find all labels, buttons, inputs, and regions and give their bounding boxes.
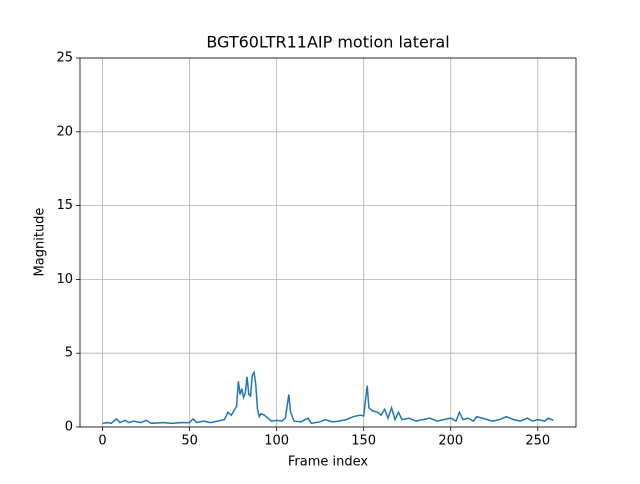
y-tick-label: 0 <box>65 420 73 435</box>
x-tick-label: 100 <box>264 434 289 449</box>
y-tick-label: 5 <box>65 346 73 361</box>
x-tick-label: 200 <box>438 434 463 449</box>
y-tick-label: 25 <box>56 51 73 66</box>
y-axis-label: Magnitude <box>33 208 48 277</box>
y-tick-label: 15 <box>56 198 73 213</box>
x-tick-label: 250 <box>525 434 550 449</box>
data-line <box>102 370 554 425</box>
y-tick-label: 10 <box>56 272 73 287</box>
x-axis-label: Frame index <box>288 455 369 470</box>
x-tick-label: 0 <box>98 434 106 449</box>
x-tick-label: 50 <box>181 434 198 449</box>
y-tick-label: 20 <box>56 124 73 139</box>
x-tick-label: 150 <box>351 434 376 449</box>
chart-title: BGT60LTR11AIP motion lateral <box>206 33 449 52</box>
plot-frame <box>79 57 577 428</box>
